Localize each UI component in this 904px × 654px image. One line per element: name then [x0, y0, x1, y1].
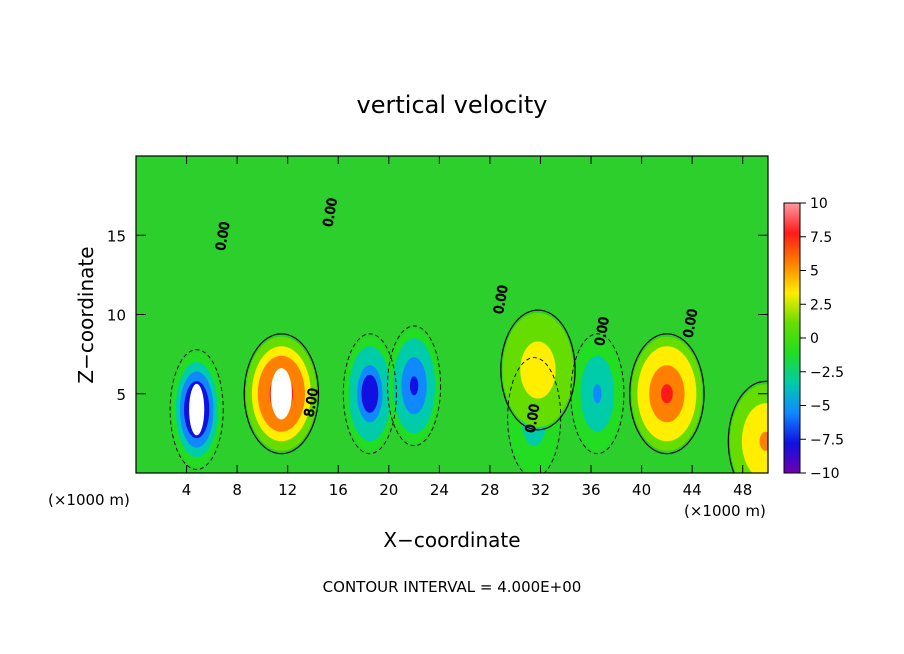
x-tick-label: 28	[480, 481, 499, 499]
colorbar: 10 7.5 5 2.5 0 −2.5 −5 −7.5 −10	[783, 196, 844, 482]
x-tick-label: 36	[581, 481, 600, 499]
x-unit-right: (×1000 m)	[684, 502, 766, 520]
contour-line	[169, 349, 224, 470]
contour-line	[629, 333, 705, 455]
x-tick-label: 44	[683, 481, 702, 499]
colorbar-tick-label: 2.5	[810, 297, 832, 313]
y-tick-label: 15	[107, 227, 126, 245]
contour-label: 8.00	[302, 387, 322, 418]
contour-line	[387, 325, 442, 447]
colorbar-tick-label: 7.5	[810, 230, 832, 246]
contour-line	[727, 380, 768, 473]
contour-label: 0.00	[523, 403, 543, 434]
colorbar-tick-label: −10	[810, 466, 840, 482]
feature-downdraft-4	[572, 336, 623, 451]
y-axis: 5 10 15	[107, 227, 768, 404]
feature-downdraft-1	[171, 352, 222, 467]
feature-downdraft-3	[388, 328, 440, 443]
colorbar-tick-label: −5	[810, 399, 831, 415]
colorbar-fill	[784, 203, 800, 473]
feature-updraft-7	[730, 384, 768, 473]
chart-title: vertical velocity	[357, 91, 548, 119]
x-tick-label: 4	[182, 481, 192, 499]
colorbar-tick-label: 5	[810, 264, 819, 280]
contour-label: 0.00	[214, 221, 234, 252]
y-axis-label: Z−coordinate	[74, 246, 98, 383]
colorbar-tick-label: 0	[810, 331, 819, 347]
x-tick-label: 16	[329, 481, 348, 499]
x-tick-label: 32	[531, 481, 550, 499]
feature-updraft-0	[245, 336, 317, 451]
contour-line	[500, 309, 576, 431]
x-axis: 4 8 12 16 20 24 28 32 36 40 44 48	[182, 156, 752, 499]
plot-area: 0.00 0.00 0.00 0.00 0.00 0.00 8.00	[136, 156, 768, 473]
x-unit-left: (×1000 m)	[48, 491, 130, 509]
x-tick-label: 24	[430, 481, 449, 499]
y-tick-label: 5	[116, 386, 126, 404]
x-axis-label: X−coordinate	[383, 528, 520, 552]
contour-interval-note: CONTOUR INTERVAL = 4.000E+00	[323, 578, 582, 596]
contour-label: 0.00	[492, 284, 512, 315]
feature-downdraft-2	[344, 336, 396, 451]
y-tick-label: 10	[107, 307, 126, 325]
contour-label: 0.00	[681, 308, 701, 339]
x-tick-label: 48	[733, 481, 752, 499]
x-tick-label: 12	[278, 481, 297, 499]
contour-line	[570, 333, 625, 455]
x-tick-label: 8	[232, 481, 242, 499]
x-tick-label: 40	[632, 481, 651, 499]
colorbar-tick-label: −7.5	[810, 432, 844, 448]
contour-line	[342, 333, 397, 455]
colorbar-tick-label: 10	[810, 196, 828, 212]
contour-label: 0.00	[593, 316, 613, 347]
contour-label: 0.00	[321, 197, 341, 228]
feature-updraft-8	[502, 312, 574, 428]
feature-updraft-6	[631, 336, 703, 451]
contour-line	[243, 333, 320, 455]
x-tick-label: 20	[379, 481, 398, 499]
colorbar-tick-label: −2.5	[810, 365, 844, 381]
